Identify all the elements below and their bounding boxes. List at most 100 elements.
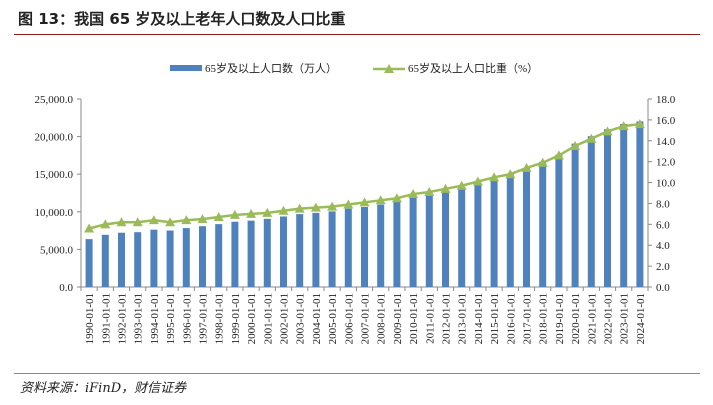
figure-title: 图 13：我国 65 岁及以上老年人口数及人口比重	[18, 10, 346, 28]
bar	[490, 178, 498, 287]
x-tick-label: 2002-01-01	[279, 293, 291, 344]
line-marker	[148, 215, 159, 225]
bar	[555, 154, 563, 287]
line-marker	[408, 189, 419, 199]
bar	[636, 121, 644, 287]
bar	[506, 174, 514, 287]
bar	[539, 161, 547, 287]
x-tick-label: 2020-01-01	[570, 293, 582, 344]
x-tick-label: 2004-01-01	[311, 293, 323, 344]
x-tick-label: 2009-01-01	[392, 293, 404, 344]
line-marker	[100, 219, 111, 229]
source-note: 资料来源：iFinD，财信证券	[20, 381, 187, 396]
bar	[101, 234, 109, 287]
x-tick-label: 2024-01-01	[635, 293, 647, 344]
line-marker	[294, 203, 305, 213]
x-tick-label: 2010-01-01	[408, 293, 420, 344]
x-tick-label: 2017-01-01	[522, 293, 534, 344]
x-tick-label: 2001-01-01	[262, 293, 274, 344]
x-tick-label: 1994-01-01	[149, 293, 161, 344]
x-tick-label: 2019-01-01	[554, 293, 566, 344]
left-tick-label: 5,000.0	[40, 244, 74, 256]
left-tick-label: 10,000.0	[35, 207, 74, 219]
line-marker	[246, 208, 257, 218]
line-marker	[262, 207, 273, 217]
bar	[247, 220, 255, 287]
x-tick-label: 2012-01-01	[441, 293, 453, 344]
bar	[263, 218, 271, 287]
legend-line-marker	[384, 64, 394, 73]
legend-line-label: 65岁及以上人口比重（%）	[408, 61, 538, 75]
bar	[393, 201, 401, 287]
line-marker	[570, 141, 581, 150]
line-marker	[391, 193, 402, 203]
line-marker	[537, 157, 548, 167]
bar	[328, 211, 336, 287]
left-tick-label: 0.0	[59, 282, 73, 294]
line-marker	[424, 186, 435, 196]
line-marker	[634, 119, 645, 129]
line-marker	[278, 205, 289, 215]
line-marker	[375, 195, 386, 205]
x-tick-label: 2003-01-01	[295, 293, 307, 344]
bar	[166, 230, 174, 287]
line-marker	[521, 162, 532, 172]
line-marker	[489, 172, 500, 182]
x-tick-label: 1996-01-01	[181, 293, 193, 344]
legend-bar-label: 65岁及以上人口数（万人）	[205, 61, 337, 75]
bar	[442, 191, 449, 287]
bar	[312, 212, 320, 287]
x-tick-label: 1992-01-01	[117, 293, 129, 344]
x-tick-label: 2016-01-01	[505, 293, 517, 344]
x-tick-label: 1997-01-01	[198, 293, 210, 344]
x-tick-label: 2007-01-01	[360, 293, 372, 344]
x-tick-label: 2022-01-01	[603, 293, 615, 344]
line-marker	[618, 121, 629, 131]
x-tick-label: 2018-01-01	[538, 293, 550, 344]
line-marker	[165, 217, 176, 227]
bar	[231, 221, 239, 287]
bar	[182, 228, 190, 287]
bar	[474, 183, 482, 287]
right-tick-label: 4.0	[656, 240, 670, 252]
bar	[280, 216, 287, 287]
x-tick-label: 2011-01-01	[424, 293, 436, 344]
right-tick-label: 10.0	[656, 178, 676, 190]
bar	[199, 226, 206, 287]
x-tick-label: 1990-01-01	[84, 293, 96, 344]
x-tick-label: 1998-01-01	[214, 293, 226, 344]
right-tick-label: 16.0	[656, 115, 676, 127]
x-tick-label: 1991-01-01	[100, 293, 112, 344]
line-marker	[343, 199, 354, 209]
line-marker	[359, 197, 370, 207]
bar	[85, 239, 93, 287]
line-marker	[553, 150, 564, 160]
bar	[361, 207, 368, 287]
bar	[458, 188, 466, 287]
title-divider	[14, 34, 700, 35]
line-marker	[84, 223, 95, 233]
legend-bar-swatch	[170, 65, 202, 71]
line-marker	[327, 201, 338, 211]
bar	[409, 197, 417, 287]
line-marker	[181, 215, 192, 225]
bar	[150, 229, 158, 287]
left-tick-label: 25,000.0	[35, 94, 74, 106]
right-tick-label: 18.0	[656, 94, 676, 106]
x-tick-label: 2005-01-01	[327, 293, 339, 344]
bar	[587, 136, 595, 287]
bar	[571, 143, 579, 287]
right-tick-label: 12.0	[656, 157, 676, 169]
bar	[377, 204, 385, 287]
line-marker	[213, 212, 224, 222]
line-marker	[505, 169, 516, 179]
line-marker	[440, 183, 451, 193]
x-tick-label: 2014-01-01	[473, 293, 485, 344]
x-tick-label: 2006-01-01	[343, 293, 355, 344]
source-divider	[14, 373, 700, 374]
bar	[344, 208, 352, 287]
line-marker	[310, 202, 321, 212]
x-tick-label: 2021-01-01	[586, 293, 598, 344]
line-marker	[116, 217, 127, 227]
